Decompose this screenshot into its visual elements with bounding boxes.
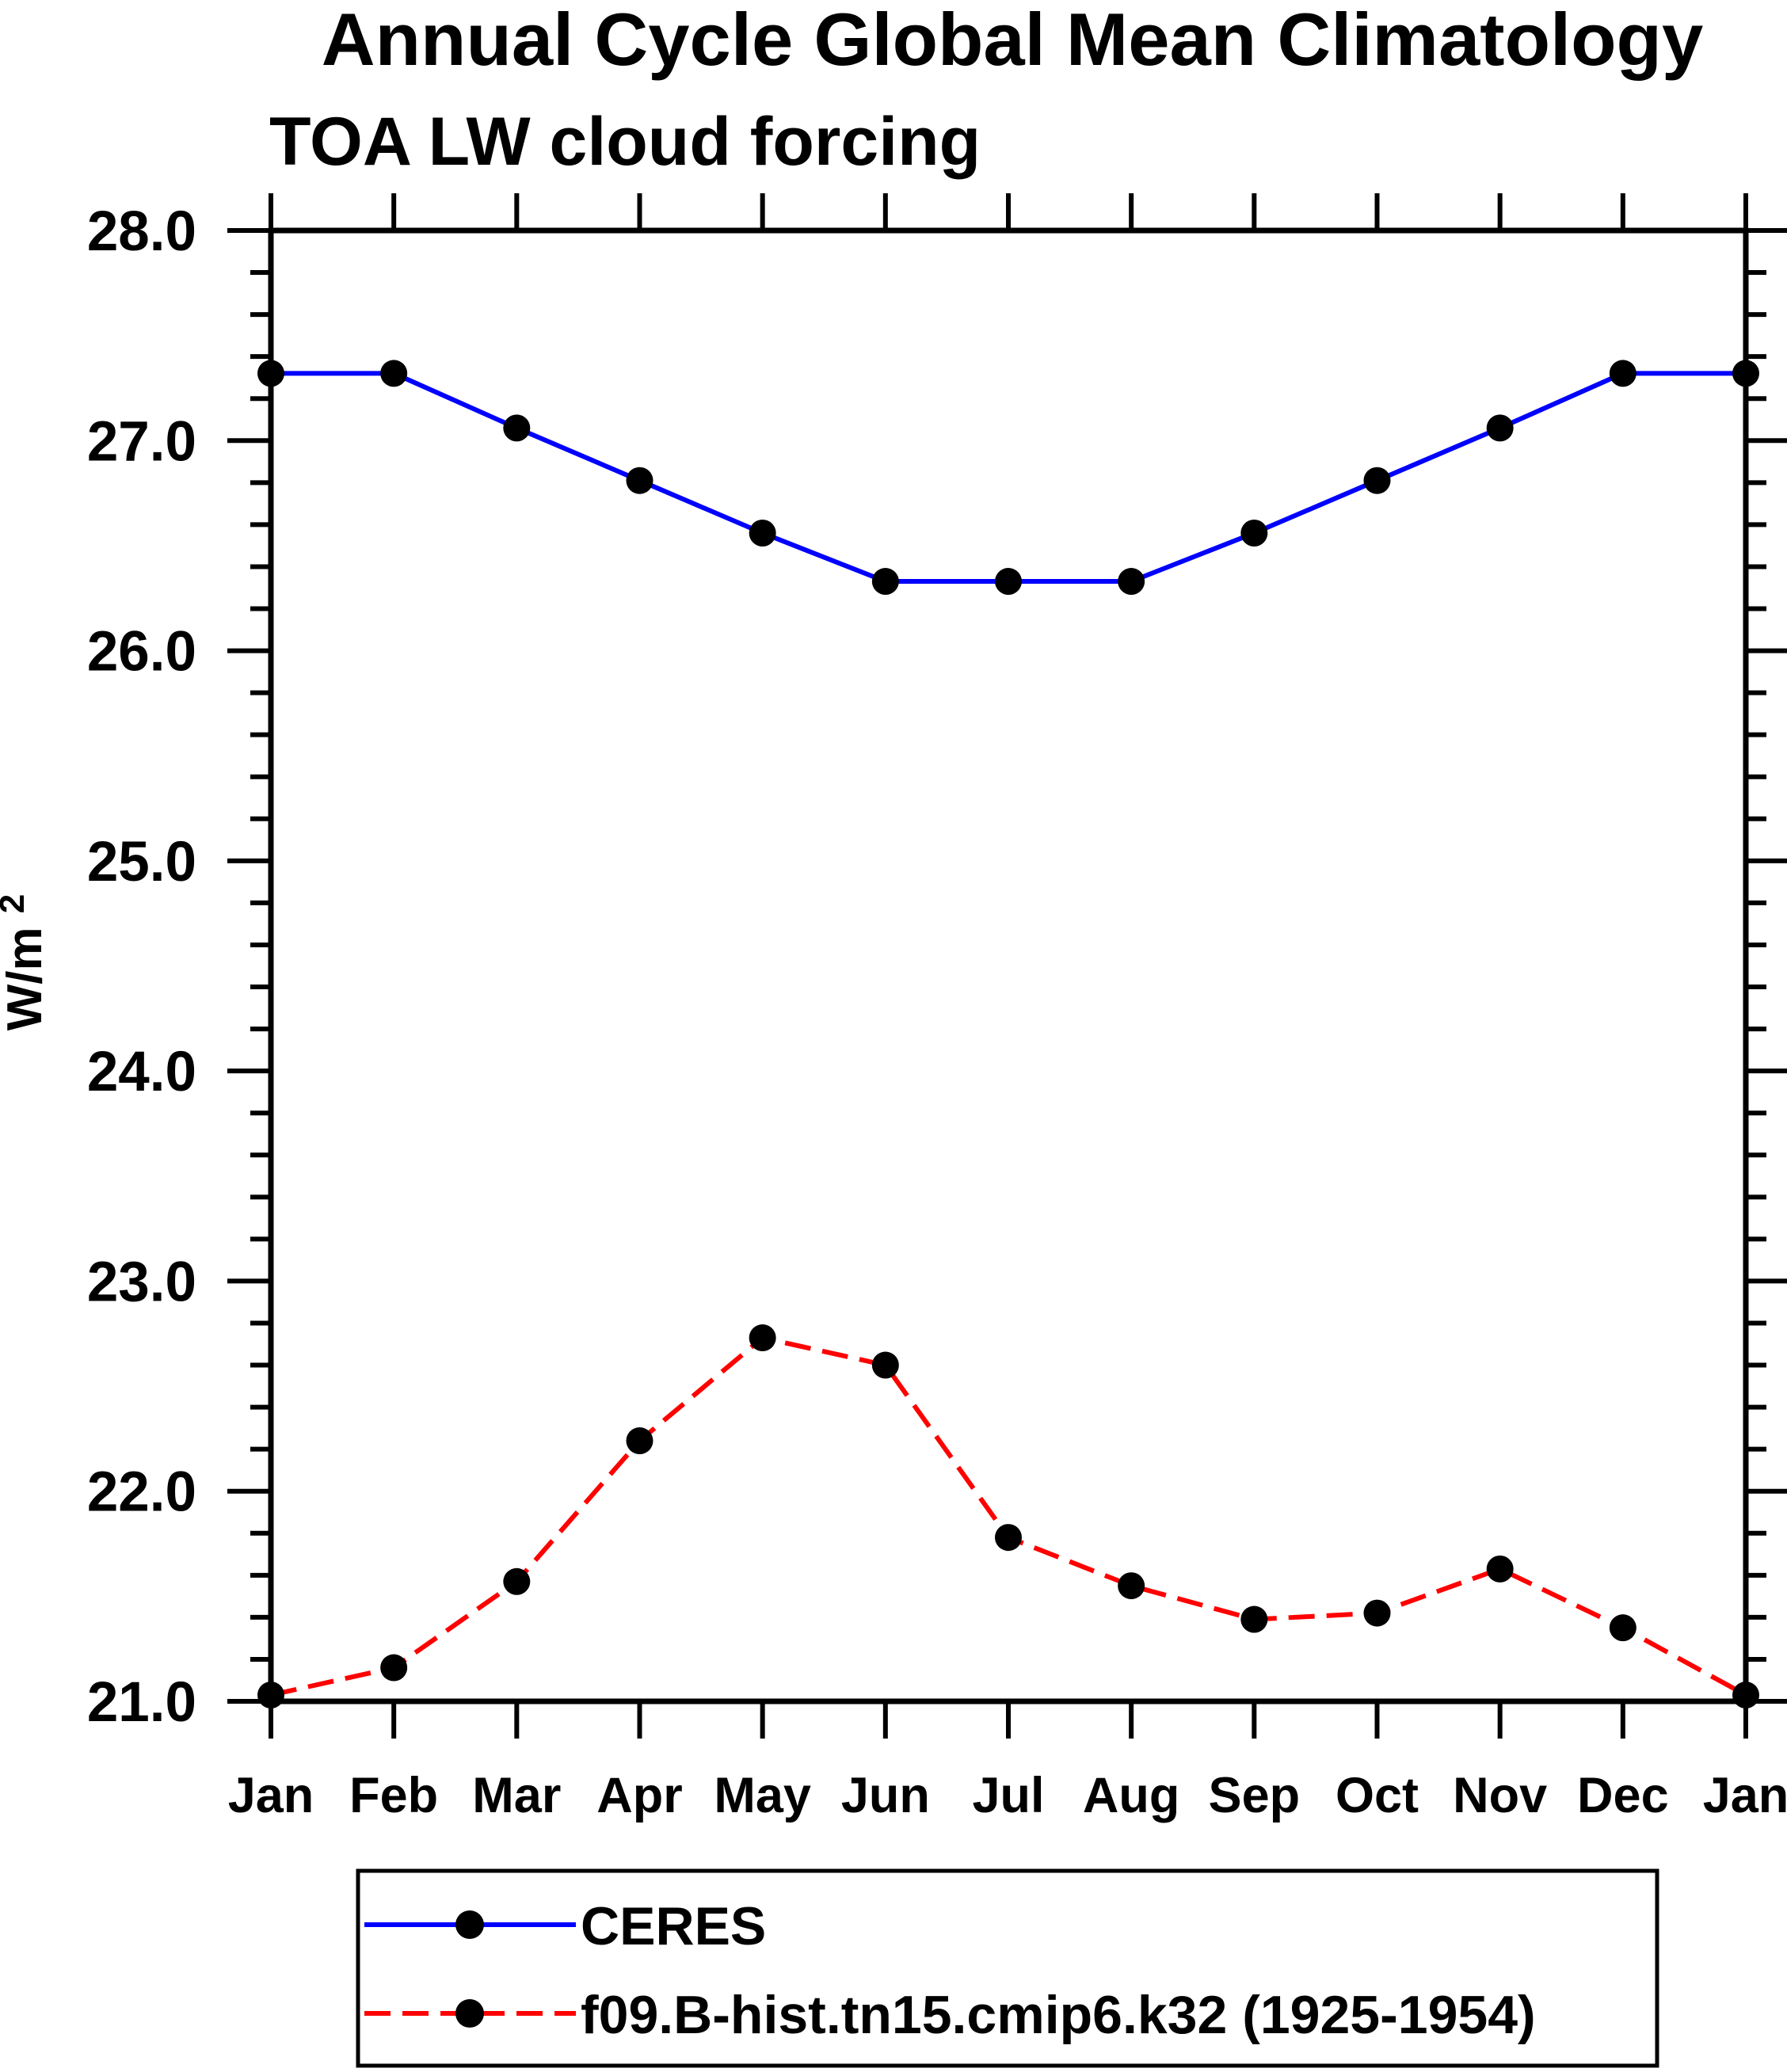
data-point-marker	[257, 360, 284, 387]
x-axis-month-label: Sep	[1209, 1768, 1301, 1823]
legend-box	[356, 1868, 1659, 2068]
y-axis-tick-label: 26.0	[87, 621, 196, 684]
x-axis-month-label: Oct	[1335, 1768, 1419, 1823]
data-point-marker	[749, 520, 776, 547]
data-point-marker	[257, 1682, 284, 1709]
data-point-marker	[871, 568, 899, 596]
data-point-marker	[626, 467, 653, 494]
legend: CERES f09.B-hist.tn15.cmip6.k32 (1925-19…	[356, 1868, 1659, 2068]
data-point-marker	[749, 1324, 776, 1352]
data-point-marker	[503, 414, 531, 442]
data-series-layer	[257, 360, 1759, 1709]
ceres-markers	[257, 360, 1759, 596]
x-axis-month-label: May	[714, 1768, 811, 1823]
plot-frame	[268, 227, 1749, 1704]
legend-label-model: f09.B-hist.tn15.cmip6.k32 (1925-1954)	[581, 1985, 1536, 2045]
y-axis-unit-main: W/m	[0, 927, 52, 1030]
y-axis-tick-label: 22.0	[87, 1461, 196, 1524]
data-point-marker	[503, 1567, 531, 1595]
y-axis-tick-label: 28.0	[87, 200, 196, 263]
data-point-marker	[1486, 414, 1514, 442]
data-point-marker	[1363, 467, 1391, 494]
y-axis-unit-label: W/m 2	[0, 894, 52, 1031]
y-axis-unit-superscript: 2	[0, 894, 32, 913]
x-tick-labels-layer: Jan Feb Mar Apr May Jun Jul Aug Sep Oct Nov Dec Jan	[228, 1768, 1787, 1823]
data-point-marker	[380, 1654, 408, 1682]
data-point-marker	[995, 568, 1022, 596]
legend-samples-layer	[364, 1910, 576, 2028]
data-point-marker	[1486, 1555, 1514, 1583]
data-point-marker	[1609, 360, 1636, 387]
data-point-marker	[1732, 1682, 1759, 1709]
y-axis-tick-label: 23.0	[87, 1251, 196, 1313]
data-point-marker	[1118, 1572, 1145, 1600]
y-axis-tick-label: 21.0	[87, 1671, 196, 1734]
data-point-marker	[1363, 1599, 1391, 1627]
legend-label-ceres: CERES	[581, 1896, 766, 1956]
chart-subtitle: TOA LW cloud forcing	[269, 104, 981, 180]
data-point-marker	[626, 1427, 653, 1455]
data-point-marker	[1240, 1605, 1268, 1633]
x-axis-month-label: Jan	[228, 1768, 314, 1823]
data-point-marker	[871, 1351, 899, 1379]
data-point-marker	[1609, 1614, 1636, 1642]
x-axis-month-label: Jun	[841, 1768, 930, 1823]
axis-ticks-layer	[227, 193, 1787, 1739]
x-axis-month-label: Nov	[1453, 1768, 1547, 1823]
x-axis-month-label: Feb	[349, 1768, 438, 1823]
chart-title: Annual Cycle Global Mean Climatology	[322, 0, 1704, 81]
data-point-marker	[380, 360, 408, 387]
data-point-marker	[1118, 568, 1145, 596]
data-point-marker	[1732, 360, 1759, 387]
model-markers	[257, 1324, 1759, 1709]
y-axis-tick-label: 24.0	[87, 1041, 196, 1103]
model-line	[270, 1335, 1747, 1697]
x-axis-month-label: Aug	[1083, 1768, 1179, 1823]
y-tick-labels-layer: 21.0 22.0 23.0 24.0 25.0 26.0 27.0 28.0	[87, 200, 196, 1734]
x-axis-month-label: Dec	[1577, 1768, 1669, 1823]
legend-marker	[455, 1910, 484, 1939]
plot-frame-layer	[268, 227, 1749, 1704]
x-axis-month-label: Mar	[472, 1768, 561, 1823]
legend-marker	[455, 1999, 484, 2028]
y-axis-tick-label: 27.0	[87, 410, 196, 473]
data-point-marker	[1240, 520, 1268, 547]
data-point-marker	[995, 1524, 1022, 1552]
ceres-line	[271, 371, 1746, 585]
x-axis-month-label: Apr	[596, 1768, 683, 1823]
x-axis-month-label: Jul	[972, 1768, 1044, 1823]
x-axis-month-label: Jan	[1703, 1768, 1787, 1823]
y-axis-tick-label: 25.0	[87, 831, 196, 893]
